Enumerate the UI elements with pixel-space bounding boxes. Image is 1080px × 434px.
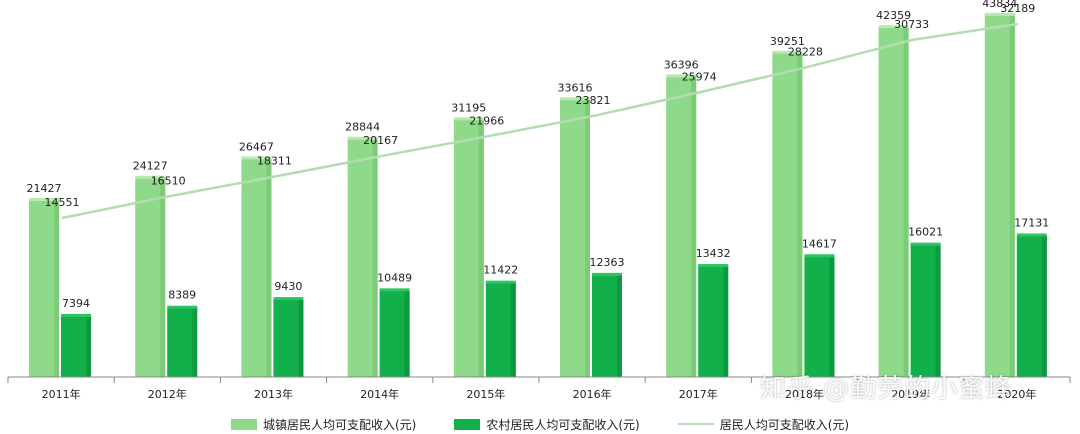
data-label-overall: 23821: [576, 94, 611, 107]
data-label-overall: 28228: [788, 46, 823, 59]
bar-rural-side: [617, 274, 622, 377]
data-label-rural: 12363: [590, 256, 625, 269]
data-label-urban: 31195: [451, 101, 486, 114]
bar-urban-side: [1009, 14, 1015, 378]
legend-label-rural: 农村居民人均可支配收入(元): [486, 417, 640, 432]
x-tick-label: 2020年: [997, 387, 1036, 401]
bar-urban-top: [772, 50, 803, 54]
bar-rural-side: [298, 299, 304, 377]
bars-layer: [29, 12, 1047, 378]
data-label-urban: 42359: [876, 9, 911, 22]
x-tick-label: 2015年: [466, 387, 505, 401]
bar-urban-side: [54, 199, 59, 377]
bar-rural-top: [910, 242, 941, 246]
bar-urban-top: [453, 117, 484, 121]
bar-rural-top: [1016, 233, 1047, 237]
data-label-rural: 17131: [1014, 216, 1049, 229]
bar-rural-top: [804, 254, 835, 258]
x-tick-label: 2014年: [360, 387, 399, 401]
legend-item-urban: 城镇居民人均可支配收入(元): [230, 416, 417, 433]
bar-urban-top: [135, 175, 166, 179]
data-label-overall: 18311: [257, 155, 292, 168]
x-tick-label: 2018年: [785, 387, 824, 401]
data-label-urban: 21427: [27, 182, 62, 195]
data-label-overall: 25974: [682, 70, 717, 83]
data-label-overall: 21966: [469, 114, 504, 127]
bar-rural-top: [167, 305, 198, 309]
data-label-urban: 39251: [770, 35, 805, 48]
bar-urban-top: [666, 74, 697, 78]
bar-rural-top: [273, 297, 304, 301]
bar-rural-side: [723, 266, 729, 377]
line-layer: [61, 22, 1018, 220]
data-label-urban: 28844: [345, 121, 380, 134]
data-label-rural: 13432: [696, 247, 731, 260]
data-label-rural: 14617: [802, 237, 837, 250]
bar-urban-top: [878, 25, 909, 29]
watermark: 知乎 @勤劳的小蜜蜂: [760, 374, 1013, 404]
data-label-urban: 26467: [239, 140, 274, 153]
bar-urban-side: [478, 119, 484, 377]
data-labels-layer: 21427 7394 14551 24127 8389 16510 26467 9430 183…: [27, 0, 1050, 310]
data-label-rural: 10489: [377, 271, 412, 284]
line-overall: [61, 22, 1018, 220]
bar-urban-side: [797, 52, 803, 377]
legend-item-overall: 居民人均可支配收入(元): [677, 416, 850, 433]
bar-urban-top: [347, 136, 378, 140]
bar-rural-top: [698, 264, 729, 268]
data-label-urban: 36396: [664, 58, 699, 71]
x-tick-label: 2016年: [573, 387, 612, 401]
data-label-overall: 20167: [363, 134, 398, 147]
bar-urban-side: [903, 27, 909, 378]
bar-rural-side: [86, 315, 91, 377]
x-tick-label: 2012年: [148, 387, 187, 401]
bar-urban-side: [160, 177, 166, 377]
data-label-overall: 32189: [1000, 2, 1035, 15]
bar-urban-side: [372, 138, 378, 377]
data-label-urban: 33616: [558, 81, 593, 94]
bar-rural-top: [592, 272, 622, 276]
legend-label-overall: 居民人均可支配收入(元): [719, 417, 850, 432]
data-label-overall: 14551: [45, 196, 80, 209]
data-label-overall: 30733: [894, 18, 929, 31]
data-label-urban: 43834: [982, 0, 1017, 10]
data-label-rural: 16021: [908, 226, 943, 239]
bar-urban-top: [984, 12, 1015, 16]
x-axis: 2011年 2012年 2013年 2014年 2015年 2016年 2017年 2018年…: [7, 376, 1071, 401]
bar-urban-side: [266, 158, 272, 377]
bar-rural-side: [935, 244, 941, 377]
data-label-rural: 9430: [274, 280, 302, 293]
bar-rural-top: [379, 288, 410, 292]
bar-rural-side: [192, 307, 198, 377]
legend-swatch-overall: [677, 423, 714, 425]
legend-label-urban: 城镇居民人均可支配收入(元): [262, 417, 417, 432]
x-tick-label: 2011年: [42, 387, 81, 401]
bar-urban-top: [241, 156, 272, 160]
bar-urban-top: [29, 197, 59, 201]
data-label-overall: 16510: [151, 174, 186, 187]
bar-rural-side: [510, 282, 516, 377]
x-tick-label: 2019年: [891, 387, 930, 401]
legend: 城镇居民人均可支配收入(元) 农村居民人均可支配收入(元) 居民人均可支配收入(…: [0, 414, 1080, 434]
data-label-rural: 7394: [62, 297, 90, 310]
bar-rural-top: [61, 313, 91, 317]
bar-urban-top: [560, 97, 590, 101]
data-label-rural: 8389: [168, 289, 196, 302]
bar-rural-top: [485, 280, 516, 284]
bar-rural-side: [404, 290, 410, 377]
data-label-rural: 11422: [483, 264, 518, 277]
bar-urban-side: [585, 99, 590, 377]
legend-swatch-urban: [230, 418, 257, 430]
legend-item-rural: 农村居民人均可支配收入(元): [454, 416, 640, 433]
data-label-urban: 24127: [133, 160, 168, 173]
bar-rural-side: [1041, 235, 1047, 377]
legend-swatch-rural: [454, 418, 481, 430]
bar-rural-side: [829, 256, 835, 377]
x-tick-label: 2017年: [679, 387, 718, 401]
x-tick-label: 2013年: [254, 387, 293, 401]
bar-urban-side: [691, 76, 697, 377]
